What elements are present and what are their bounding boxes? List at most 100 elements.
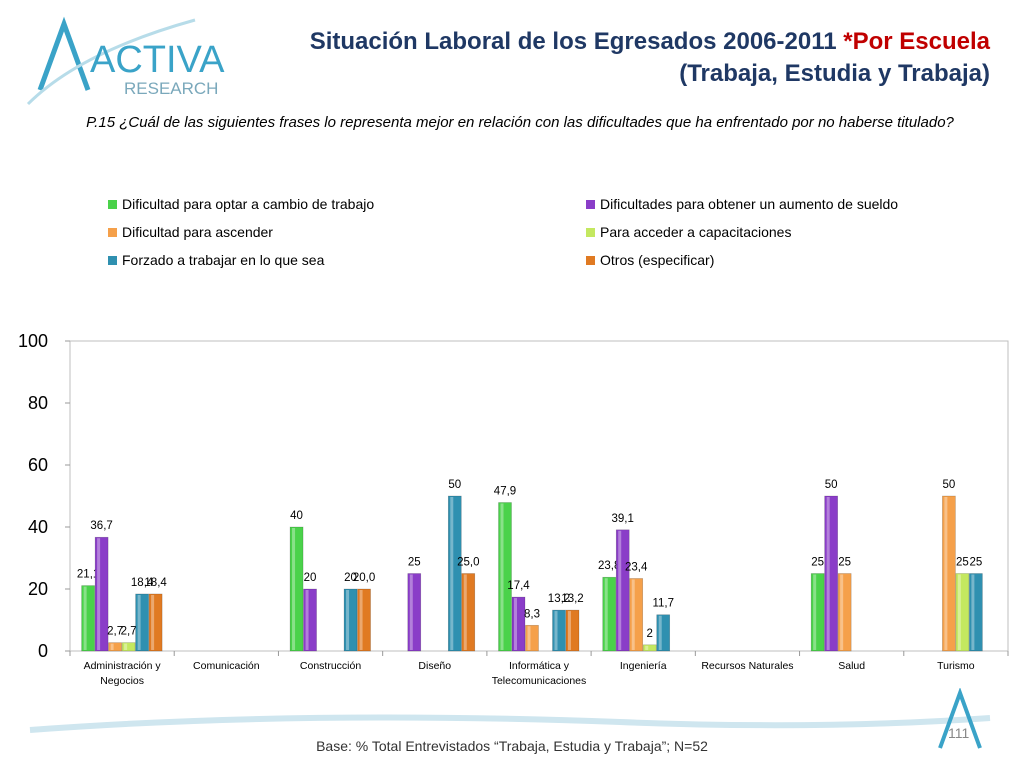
bar — [135, 593, 149, 652]
data-label: 36,7 — [90, 520, 112, 532]
legend-item: Para acceder a capacitaciones — [586, 224, 791, 240]
legend-item: Forzado a trabajar en lo que sea — [108, 252, 324, 268]
bar-highlight — [346, 590, 350, 650]
data-label: 25 — [811, 557, 824, 569]
bar-highlight — [568, 611, 571, 650]
bar-highlight — [137, 594, 141, 650]
bar — [810, 573, 825, 652]
data-label: 21,1 — [77, 569, 99, 581]
data-label: 2,7 — [107, 626, 123, 638]
footer-wave — [29, 714, 991, 733]
bar — [656, 614, 671, 652]
bar-highlight — [97, 538, 101, 650]
base-note: Base: % Total Entrevistados “Trabaja, Es… — [316, 738, 708, 754]
bar-highlight — [840, 574, 844, 650]
bar — [121, 642, 136, 652]
bar-highlight — [500, 503, 504, 650]
bar-highlight — [527, 626, 531, 650]
y-tick-label: 100 — [18, 331, 48, 351]
x-category-label: Construcción — [300, 660, 361, 672]
x-category-label: Salud — [838, 660, 865, 672]
data-label: 20,0 — [353, 572, 375, 584]
logo-text: ACTIVA — [90, 39, 225, 81]
x-category-label: Diseño — [418, 660, 451, 672]
title-line1: Situación Laboral de los Egresados 2006-… — [309, 28, 844, 55]
plot-area — [69, 340, 1009, 652]
bar — [629, 578, 644, 652]
data-label: 2 — [647, 628, 653, 640]
bar — [955, 573, 970, 652]
bar-highlight — [957, 574, 961, 650]
bar-highlight — [305, 590, 309, 650]
legend-item: Otros (especificar) — [586, 252, 714, 268]
bar — [969, 573, 983, 652]
bar-highlight — [618, 530, 622, 650]
data-label: 50 — [448, 479, 461, 491]
legend-swatch — [108, 227, 117, 237]
footer-logo-icon — [938, 688, 982, 749]
title-line2: (Trabaja, Estudia y Trabaja) — [679, 60, 990, 87]
bar-highlight — [124, 643, 128, 650]
bar-highlight — [554, 611, 558, 650]
bar-highlight — [631, 579, 635, 650]
data-label: 25 — [956, 557, 969, 569]
x-category-label: Administración y Negocios — [84, 660, 162, 687]
data-label: 23,8 — [598, 560, 620, 572]
bar-highlight — [944, 497, 948, 650]
bar — [824, 495, 838, 652]
x-category-label: Ingeniería — [620, 660, 667, 672]
legend-item: Dificultad para optar a cambio de trabaj… — [108, 196, 374, 212]
bar — [447, 495, 462, 652]
y-tick-label: 20 — [28, 579, 48, 599]
bar — [602, 576, 617, 652]
data-label: 25 — [408, 557, 421, 569]
legend-label: Dificultad para optar a cambio de trabaj… — [122, 196, 375, 212]
bar — [108, 642, 122, 652]
data-label: 25 — [838, 557, 851, 569]
bar-highlight — [826, 497, 830, 650]
bar-highlight — [604, 578, 608, 650]
bar — [343, 588, 358, 652]
legend-item: Dificultades para obtener un aumento de … — [586, 196, 898, 212]
y-tick-label: 40 — [28, 517, 48, 537]
bar — [94, 536, 109, 652]
legend-swatch — [108, 255, 117, 265]
legend-item: Dificultad para ascender — [108, 224, 273, 240]
bar — [407, 573, 422, 652]
legend-swatch — [586, 199, 595, 209]
bar-highlight — [110, 643, 114, 650]
bar — [357, 588, 371, 652]
data-label: 20 — [344, 572, 357, 584]
data-label: 25 — [969, 557, 982, 569]
legend-label: Dificultades para obtener un aumento de … — [600, 196, 899, 212]
legend-label: Dificultad para ascender — [122, 224, 273, 240]
bar-highlight — [645, 645, 649, 650]
legend-swatch — [108, 199, 117, 209]
bar — [642, 644, 657, 652]
data-label: 17,4 — [507, 580, 530, 592]
activa-research-logo: ACTIVA RESEARCH — [26, 16, 225, 106]
bar — [81, 585, 95, 652]
data-label: 40 — [290, 510, 303, 522]
page-number: 111 — [948, 725, 970, 741]
bar — [148, 593, 163, 652]
x-category-label: Comunicación — [193, 660, 260, 672]
y-tick-label: 60 — [28, 455, 48, 475]
data-label: 13,2 — [548, 593, 570, 605]
data-label: 39,1 — [612, 513, 634, 525]
data-label: 50 — [942, 479, 955, 491]
legend-swatch — [586, 255, 595, 265]
bar-chart: 0 20 40 60 80 100 Administración y Negocios 21,1… — [18, 331, 1009, 687]
title-accent: *Por Escuela — [843, 28, 990, 55]
bar-highlight — [658, 615, 662, 650]
data-label: 18,4 — [144, 577, 167, 589]
bar — [615, 529, 630, 652]
data-label: 47,9 — [494, 486, 516, 498]
data-label: 20 — [304, 572, 317, 584]
legend-swatch — [586, 227, 595, 237]
question-text: P.15 ¿Cuál de las siguientes frases lo r… — [86, 114, 954, 131]
y-tick-label: 80 — [28, 393, 48, 413]
bar — [565, 609, 580, 652]
bar — [289, 526, 304, 652]
bar-highlight — [813, 574, 817, 650]
